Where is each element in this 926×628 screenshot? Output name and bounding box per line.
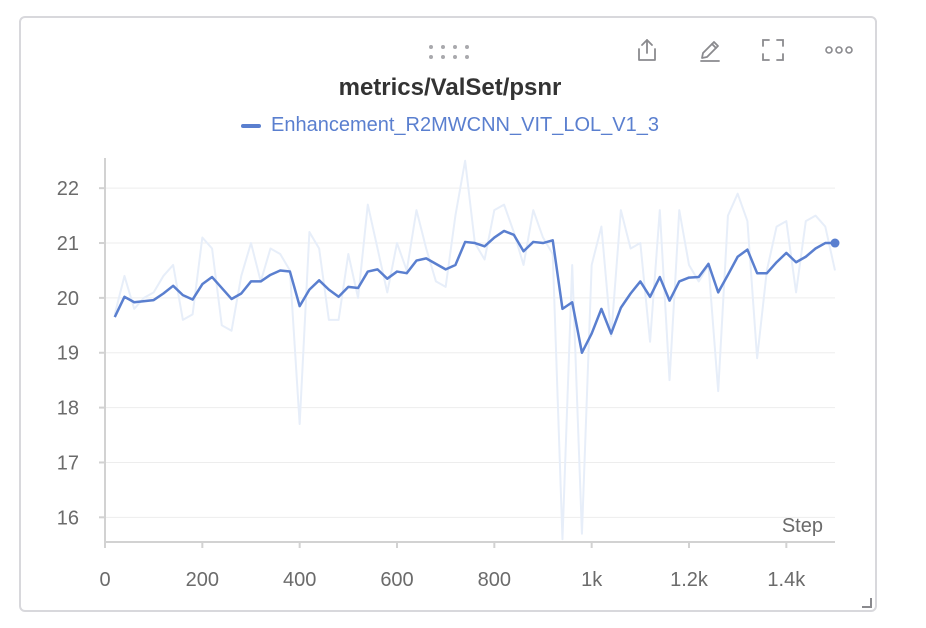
share-icon <box>634 37 660 68</box>
chart-panel: metrics/ValSet/psnr Enhancement_R2MWCNN_… <box>19 16 877 612</box>
y-tick-label: 20 <box>57 288 79 310</box>
legend-swatch <box>241 123 262 128</box>
x-tick-label: 0 <box>99 569 110 591</box>
more-options-icon <box>825 43 853 61</box>
drag-handle-icon[interactable] <box>427 42 475 62</box>
x-tick-label: 200 <box>186 569 219 591</box>
more-options-button[interactable] <box>823 36 855 68</box>
series-end-point <box>830 238 840 248</box>
x-tick-label: 1.2k <box>670 569 709 591</box>
legend: Enhancement_R2MWCNN_VIT_LOL_V1_3 <box>21 114 879 137</box>
fullscreen-icon <box>760 37 786 68</box>
fullscreen-button[interactable] <box>757 36 789 68</box>
y-tick-label: 19 <box>57 343 79 365</box>
x-tick-label: 800 <box>478 569 511 591</box>
edit-button[interactable] <box>694 36 726 68</box>
series-line-0 <box>113 229 835 354</box>
chart-title: metrics/ValSet/psnr <box>338 74 562 101</box>
y-tick-label: 18 <box>57 398 79 420</box>
edit-icon <box>697 37 723 68</box>
raw-series-line <box>113 159 836 541</box>
plot-area: 16 17 18 19 20 21 22 0 200 400 600 800 1k 1.2k 1.4k Ste… <box>57 158 840 591</box>
resize-corner-icon[interactable] <box>861 596 873 608</box>
x-axis-title: Step <box>782 515 823 537</box>
y-tick-label: 17 <box>57 452 79 474</box>
y-tick-label: 21 <box>57 233 79 255</box>
legend-label: Enhancement_R2MWCNN_VIT_LOL_V1_3 <box>271 114 659 136</box>
x-tick-label: 400 <box>283 569 316 591</box>
x-tick-label: 1k <box>581 569 603 591</box>
y-tick-label: 16 <box>57 507 79 529</box>
x-tick-label: 600 <box>380 569 413 591</box>
x-tick-label: 1.4k <box>767 569 806 591</box>
y-tick-label: 22 <box>57 178 79 200</box>
share-button[interactable] <box>631 36 663 68</box>
